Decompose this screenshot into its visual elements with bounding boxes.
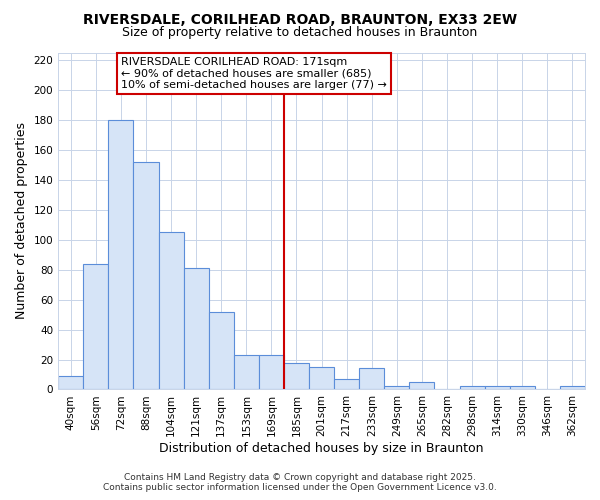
Bar (234, 355, 259, 390)
Bar (83, 264, 109, 390)
Bar (284, 362, 309, 390)
Bar (58, 376, 83, 390)
Text: Size of property relative to detached houses in Braunton: Size of property relative to detached ho… (122, 26, 478, 39)
Bar (510, 386, 535, 390)
Bar (309, 367, 334, 390)
X-axis label: Distribution of detached houses by size in Braunton: Distribution of detached houses by size … (160, 442, 484, 455)
Text: RIVERSDALE CORILHEAD ROAD: 171sqm
← 90% of detached houses are smaller (685)
10%: RIVERSDALE CORILHEAD ROAD: 171sqm ← 90% … (121, 57, 387, 90)
Bar (409, 382, 434, 390)
Bar (158, 232, 184, 390)
Bar (560, 386, 585, 390)
Y-axis label: Number of detached properties: Number of detached properties (15, 122, 28, 320)
Text: RIVERSDALE, CORILHEAD ROAD, BRAUNTON, EX33 2EW: RIVERSDALE, CORILHEAD ROAD, BRAUNTON, EX… (83, 12, 517, 26)
Bar (133, 162, 158, 390)
Bar (334, 379, 359, 390)
Bar (385, 386, 409, 390)
Bar (259, 355, 284, 390)
Bar (485, 386, 510, 390)
Bar (209, 312, 234, 390)
Bar (460, 386, 485, 390)
Bar (109, 120, 133, 390)
Text: Contains HM Land Registry data © Crown copyright and database right 2025.
Contai: Contains HM Land Registry data © Crown c… (103, 473, 497, 492)
Bar (359, 368, 385, 390)
Bar (184, 268, 209, 390)
